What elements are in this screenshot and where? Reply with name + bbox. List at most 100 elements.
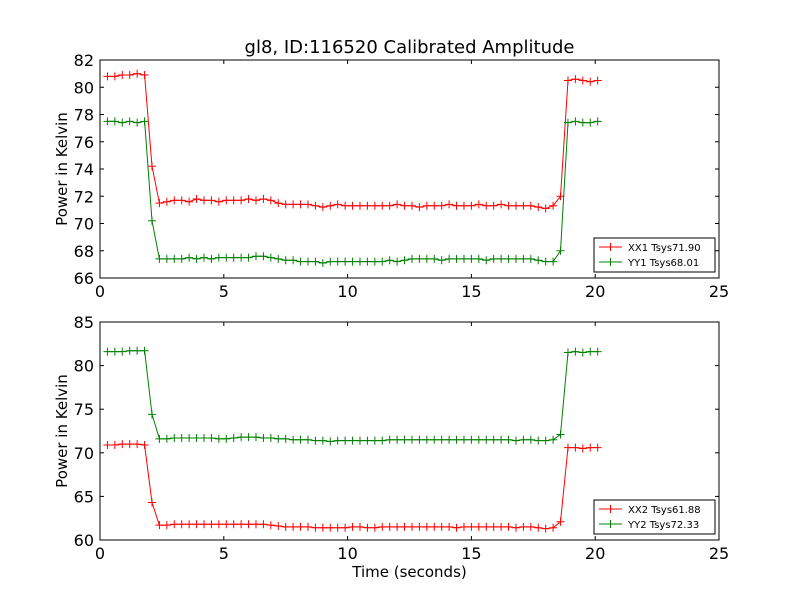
- y-axis-label: Power in Kelvin: [53, 112, 71, 226]
- plot-frame: [99, 321, 720, 541]
- x-tick-label: 0: [95, 282, 105, 301]
- data-point: [370, 257, 379, 266]
- data-point: [437, 522, 446, 531]
- data-point: [170, 433, 179, 442]
- data-point: [229, 253, 238, 262]
- data-point: [199, 196, 208, 205]
- x-tick-label: 10: [337, 282, 357, 301]
- y-tick-label: 60: [74, 531, 94, 550]
- data-point: [266, 521, 275, 530]
- data-point: [452, 523, 461, 532]
- data-point: [229, 433, 238, 442]
- data-point: [385, 256, 394, 265]
- data-point: [467, 435, 476, 444]
- data-point: [393, 435, 402, 444]
- data-point: [289, 522, 298, 531]
- y-tick-label: 85: [74, 313, 94, 332]
- data-point: [303, 435, 312, 444]
- data-point: [415, 522, 424, 531]
- data-point: [363, 257, 372, 266]
- data-point: [251, 520, 260, 529]
- data-point: [378, 257, 387, 266]
- data-point: [541, 436, 550, 445]
- data-point: [170, 254, 179, 263]
- data-point: [289, 200, 298, 209]
- y-tick-label: 74: [74, 160, 94, 179]
- data-point: [378, 436, 387, 445]
- data-point: [370, 201, 379, 210]
- data-point: [489, 254, 498, 263]
- y-axis-label: Power in Kelvin: [53, 374, 71, 488]
- data-point: [393, 257, 402, 266]
- data-point: [281, 522, 290, 531]
- x-tick-label: 20: [585, 544, 605, 563]
- data-point: [177, 433, 186, 442]
- data-point: [355, 436, 364, 445]
- data-point: [407, 201, 416, 210]
- data-point: [296, 257, 305, 266]
- data-point: [192, 254, 201, 263]
- data-point: [511, 201, 520, 210]
- data-point: [140, 117, 149, 126]
- data-point: [563, 76, 572, 85]
- data-point: [103, 117, 112, 126]
- x-tick-label: 5: [219, 282, 229, 301]
- y-tick-label: 75: [74, 400, 94, 419]
- data-point: [162, 434, 171, 443]
- data-point: [445, 435, 454, 444]
- top-plot: 0 5 10 15 20 25 66 68 70 72 74 76 78 80 82 Power in Kel…: [53, 51, 729, 301]
- data-point: [303, 257, 312, 266]
- data-point: [467, 254, 476, 263]
- data-point: [222, 196, 231, 205]
- series-line-yy2: [107, 350, 598, 443]
- data-point: [497, 435, 506, 444]
- data-point: [281, 200, 290, 209]
- data-point: [118, 347, 127, 356]
- y-tick-label: 68: [74, 242, 94, 261]
- data-point: [251, 433, 260, 442]
- data-point: [289, 435, 298, 444]
- data-point: [214, 253, 223, 262]
- data-point: [266, 196, 275, 205]
- data-point: [110, 347, 119, 356]
- data-point: [385, 435, 394, 444]
- data-point: [474, 435, 483, 444]
- data-point: [311, 257, 320, 266]
- x-tick-label: 0: [95, 544, 105, 563]
- data-point: [266, 253, 275, 262]
- data-point: [303, 200, 312, 209]
- data-point: [318, 523, 327, 532]
- legend-label: XX1 Tsys71.90: [628, 243, 701, 254]
- data-point: [549, 523, 558, 532]
- data-point: [125, 346, 134, 355]
- y-tick-label: 76: [74, 133, 94, 152]
- y-tick-label: 72: [74, 187, 94, 206]
- x-tick-label: 20: [585, 282, 605, 301]
- data-point: [578, 444, 587, 453]
- data-point: [214, 434, 223, 443]
- data-point: [341, 523, 350, 532]
- data-point: [541, 204, 550, 213]
- data-point: [162, 521, 171, 530]
- data-point: [504, 522, 513, 531]
- data-point: [251, 196, 260, 205]
- data-point: [549, 201, 558, 210]
- y-tick-label: 65: [74, 487, 94, 506]
- data-point: [237, 196, 246, 205]
- y-tick-label: 78: [74, 106, 94, 125]
- data-point: [229, 520, 238, 529]
- data-point: [237, 433, 246, 442]
- data-point: [526, 201, 535, 210]
- data-point: [192, 194, 201, 203]
- data-point: [467, 201, 476, 210]
- data-point: [437, 201, 446, 210]
- y-tick-label: 70: [74, 215, 94, 234]
- data-point: [118, 440, 127, 449]
- data-point: [593, 76, 602, 85]
- data-point: [326, 257, 335, 266]
- data-point: [571, 75, 580, 84]
- data-point: [415, 435, 424, 444]
- data-point: [103, 440, 112, 449]
- data-point: [578, 348, 587, 357]
- data-point: [177, 196, 186, 205]
